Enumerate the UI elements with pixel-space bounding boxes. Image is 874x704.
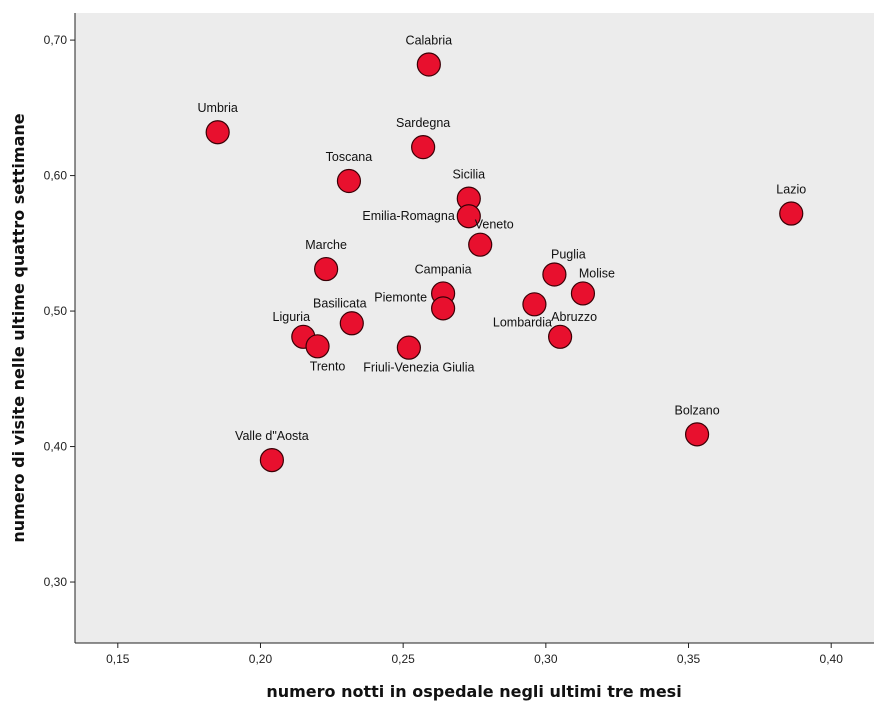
data-point-label: Bolzano: [674, 403, 719, 417]
y-tick-label: 0,70: [44, 33, 68, 47]
x-tick-label: 0,35: [677, 652, 701, 666]
data-point: [411, 135, 436, 160]
data-point-label: Lombardia: [493, 315, 552, 329]
data-point-label: Veneto: [475, 218, 514, 232]
data-point: [305, 334, 330, 359]
data-point-label: Liguria: [273, 310, 311, 324]
data-point-label: Trento: [310, 359, 346, 373]
data-point-label: Campania: [415, 262, 472, 276]
data-point: [522, 292, 547, 317]
data-point-label: Puglia: [551, 247, 586, 261]
data-point: [339, 311, 364, 336]
data-points: [205, 52, 804, 473]
data-point: [431, 296, 456, 321]
data-point-label: Friuli-Venezia Giulia: [363, 361, 474, 375]
data-point-label: Basilicata: [313, 296, 367, 310]
data-point: [548, 324, 573, 349]
data-point-label: Umbria: [198, 101, 238, 115]
x-axis-title: numero notti in ospedale negli ultimi tr…: [266, 682, 681, 701]
x-tick-label: 0,25: [391, 652, 415, 666]
point-labels: Calabria Umbria Sardegna Toscana Sicilia Emil…: [198, 33, 807, 443]
data-point-label: Sicilia: [452, 168, 485, 182]
y-tick-label: 0,50: [44, 304, 68, 318]
data-point-label: Calabria: [406, 33, 453, 47]
data-point-label: Marche: [305, 238, 347, 252]
axis-ticks: 0,15 0,20 0,25 0,30 0,35 0,40 0,30 0,40 0,50 0,60…: [44, 33, 844, 666]
data-point: [336, 168, 362, 194]
data-point-label: Emilia-Romagna: [362, 209, 454, 223]
data-point: [456, 204, 481, 229]
data-point: [314, 256, 339, 282]
data-point: [779, 201, 804, 226]
data-point: [416, 52, 441, 77]
plot-background: [75, 13, 874, 643]
data-point-label: Lazio: [776, 183, 806, 197]
data-point: [205, 120, 230, 145]
data-point: [396, 335, 421, 360]
data-point-label: Toscana: [326, 150, 373, 164]
x-tick-label: 0,30: [534, 652, 558, 666]
x-tick-label: 0,15: [106, 652, 130, 666]
data-point: [570, 281, 596, 306]
data-point-label: Valle d"Aosta: [235, 429, 309, 443]
data-point-label: Molise: [579, 266, 615, 280]
y-tick-label: 0,60: [44, 169, 68, 183]
data-point-label: Sardegna: [396, 116, 450, 130]
data-point: [684, 422, 710, 447]
x-tick-label: 0,40: [820, 652, 844, 666]
y-tick-label: 0,30: [44, 575, 68, 589]
data-point: [542, 262, 567, 287]
x-tick-label: 0,20: [249, 652, 273, 666]
y-axis-title: numero di visite nelle ultime quattro se…: [9, 113, 28, 542]
y-tick-label: 0,40: [44, 440, 68, 454]
data-point-label: Piemonte: [374, 290, 427, 304]
data-point: [468, 232, 493, 257]
data-point: [259, 447, 284, 473]
data-point-label: Abruzzo: [551, 310, 597, 324]
